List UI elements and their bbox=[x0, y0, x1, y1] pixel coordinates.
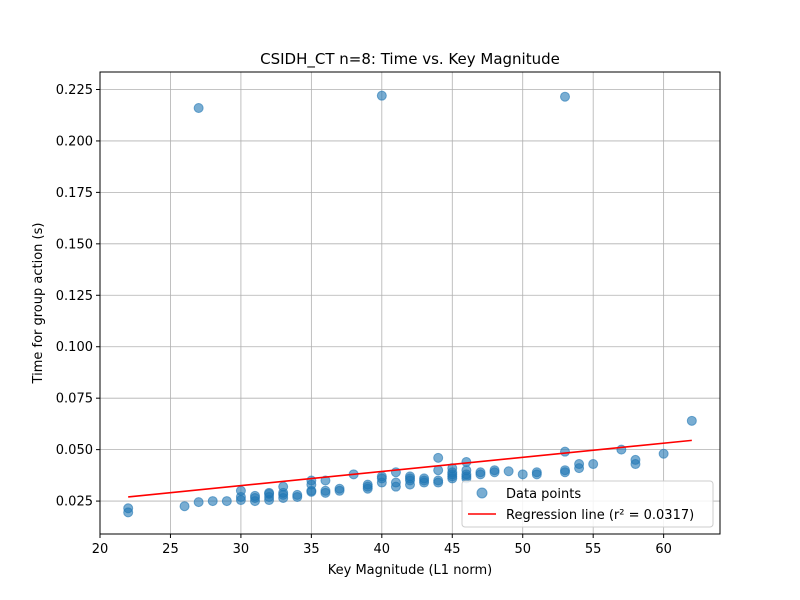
y-tick-label: 0.150 bbox=[56, 237, 93, 252]
x-tick-label: 40 bbox=[374, 542, 391, 557]
x-tick-label: 20 bbox=[92, 542, 109, 557]
data-point bbox=[433, 452, 444, 463]
x-tick-label: 50 bbox=[514, 542, 531, 557]
data-point bbox=[376, 471, 387, 482]
data-point bbox=[560, 465, 570, 476]
y-tick-label: 0.050 bbox=[56, 443, 93, 458]
data-point bbox=[517, 469, 528, 480]
data-point bbox=[292, 489, 303, 500]
x-tick-label: 45 bbox=[444, 542, 461, 557]
y-axis-ticks: 0.025 0.050 0.075 0.100 0.125 0.150 0.175 0.200… bbox=[56, 83, 100, 510]
data-point bbox=[193, 103, 204, 114]
data-point bbox=[207, 496, 218, 507]
data-point bbox=[433, 465, 444, 476]
grid-lines bbox=[99, 72, 720, 534]
data-point bbox=[179, 501, 190, 512]
data-point bbox=[235, 485, 246, 496]
legend-label-regression: Regression line (r² = 0.0317) bbox=[506, 508, 694, 523]
plot-frame bbox=[99, 71, 721, 535]
regression-line bbox=[128, 439, 692, 498]
chart-title: CSIDH_CT n=8: Time vs. Key Magnitude bbox=[260, 50, 560, 69]
data-point bbox=[574, 459, 585, 470]
plot-area bbox=[99, 71, 721, 535]
regression-line-group bbox=[128, 439, 692, 498]
data-point bbox=[560, 446, 570, 457]
y-tick-label: 0.200 bbox=[56, 134, 93, 149]
data-point bbox=[433, 475, 444, 486]
data-point bbox=[334, 483, 345, 494]
scatter-points bbox=[123, 90, 697, 518]
data-point bbox=[306, 475, 317, 486]
plot-background bbox=[100, 72, 720, 534]
y-tick-label: 0.225 bbox=[56, 83, 93, 98]
data-point bbox=[489, 465, 500, 476]
data-point bbox=[560, 91, 570, 102]
data-point bbox=[461, 465, 472, 476]
legend: Data points Regression line (r² = 0.0317… bbox=[461, 480, 714, 528]
x-tick-label: 35 bbox=[303, 542, 320, 557]
legend-marker-data-points bbox=[476, 487, 488, 499]
data-point bbox=[588, 459, 599, 470]
data-point bbox=[658, 448, 669, 459]
data-point bbox=[320, 475, 331, 486]
data-point bbox=[405, 471, 415, 482]
x-tick-label: 25 bbox=[162, 542, 179, 557]
legend-label-data-points: Data points bbox=[506, 487, 581, 502]
data-point bbox=[221, 496, 232, 507]
x-axis-ticks: 20 25 30 35 40 45 50 55 60 bbox=[92, 534, 672, 557]
x-axis-label: Key Magnitude (L1 norm) bbox=[328, 563, 492, 578]
data-point bbox=[264, 487, 275, 498]
x-tick-label: 60 bbox=[655, 542, 672, 557]
data-point bbox=[475, 467, 486, 478]
data-point bbox=[123, 503, 134, 514]
data-point bbox=[419, 473, 430, 484]
y-tick-label: 0.125 bbox=[56, 289, 93, 304]
data-point bbox=[503, 466, 514, 477]
data-point bbox=[531, 467, 542, 478]
data-point bbox=[320, 485, 331, 496]
legend-box bbox=[461, 480, 714, 528]
y-tick-label: 0.175 bbox=[56, 186, 93, 201]
data-point bbox=[278, 481, 289, 492]
y-tick-label: 0.100 bbox=[56, 340, 93, 355]
data-point bbox=[250, 490, 260, 501]
data-point bbox=[376, 90, 387, 101]
y-tick-label: 0.075 bbox=[56, 392, 93, 407]
y-axis-label: Time for group action (s) bbox=[31, 223, 46, 385]
y-tick-label: 0.025 bbox=[56, 495, 93, 510]
data-point bbox=[686, 415, 697, 426]
data-point bbox=[630, 454, 641, 465]
data-point bbox=[193, 497, 204, 508]
x-tick-label: 55 bbox=[585, 542, 602, 557]
data-point bbox=[362, 479, 373, 490]
x-tick-label: 30 bbox=[233, 542, 250, 557]
data-point bbox=[390, 477, 401, 488]
